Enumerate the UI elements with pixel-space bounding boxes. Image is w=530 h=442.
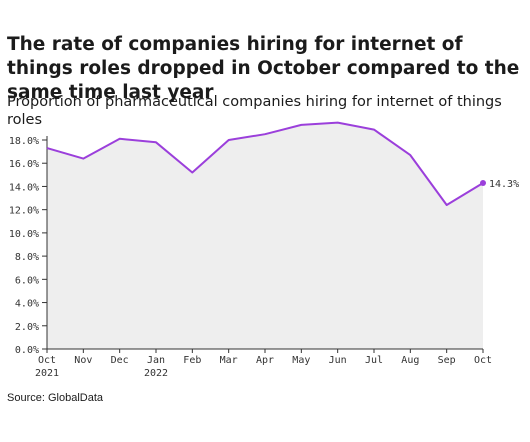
x-tick-label: Jul <box>365 355 383 366</box>
y-axis: 0.0% 2.0% 4.0% 6.0% 8.0% 10.0% 12.0% 14.0% 16.0%… <box>9 136 48 356</box>
chart-subtitle: Proportion of pharmaceutical companies h… <box>7 94 502 128</box>
chart-title: The rate of companies hiring for interne… <box>7 34 520 103</box>
x-tick-label: Apr <box>256 355 274 366</box>
y-tick-label: 14.0% <box>9 182 39 193</box>
x-tick-label: Oct <box>474 355 492 366</box>
y-tick-label: 16.0% <box>9 159 39 170</box>
x-tick-label: Dec <box>111 355 129 366</box>
x-tick-label: 2022 <box>144 368 168 379</box>
y-tick-label: 10.0% <box>9 229 39 240</box>
x-tick-label: Oct <box>38 355 56 366</box>
x-tick-label: Nov <box>74 355 92 366</box>
chart-area-fill <box>47 122 483 349</box>
y-tick-label: 0.0% <box>15 345 39 356</box>
y-tick-label: 2.0% <box>15 322 39 333</box>
x-tick-label: Aug <box>401 355 419 366</box>
last-value-label: 14.3% <box>489 179 519 190</box>
x-tick-label: Mar <box>220 355 238 366</box>
x-tick-label: 2021 <box>35 368 59 379</box>
top-accent-bar <box>0 0 530 8</box>
y-tick-label: 18.0% <box>9 136 39 147</box>
y-tick-label: 8.0% <box>15 252 39 263</box>
source-note: Source: GlobalData <box>7 392 103 404</box>
y-tick-label: 4.0% <box>15 299 39 310</box>
x-axis: Oct 2021 Nov Dec Jan 2022 Feb Mar Apr May Jun Jul Au… <box>35 348 492 379</box>
x-tick-label: Feb <box>183 355 201 366</box>
x-tick-label: Jun <box>329 355 347 366</box>
y-tick-label: 12.0% <box>9 206 39 217</box>
last-point-marker <box>480 179 486 186</box>
x-tick-label: Sep <box>438 355 456 366</box>
y-tick-label: 6.0% <box>15 275 39 286</box>
x-tick-label: Jan <box>147 355 165 366</box>
x-tick-label: May <box>292 355 310 366</box>
series-line <box>46 121 484 206</box>
series-points: 14.3% <box>480 179 519 190</box>
